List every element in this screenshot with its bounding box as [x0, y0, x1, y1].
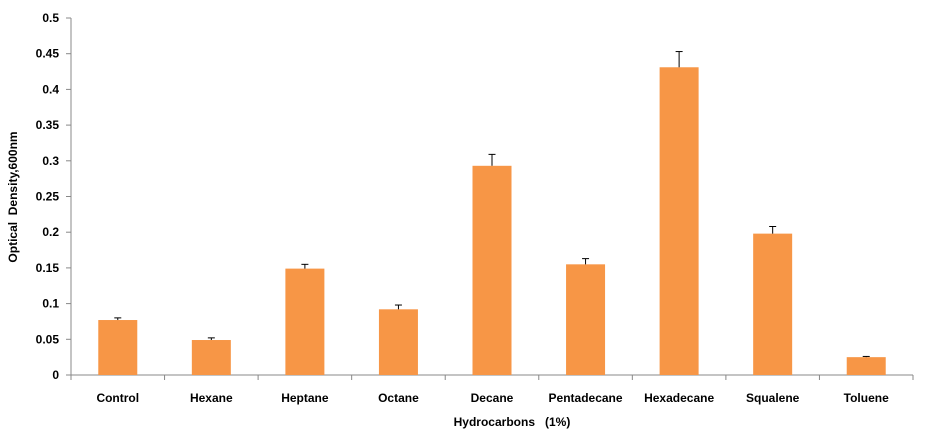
bar-toluene: [846, 357, 886, 375]
x-tick-label: Hexane: [190, 391, 233, 405]
y-tick-label: 0.3: [42, 154, 59, 168]
x-tick-label: Decane: [471, 391, 514, 405]
y-tick-label: 0.35: [36, 118, 60, 132]
bar-control: [98, 320, 138, 375]
y-tick-label: 0.4: [42, 82, 59, 96]
x-tick-label: Squalene: [746, 391, 800, 405]
bar-heptane: [285, 268, 325, 375]
y-tick-label: 0: [52, 368, 59, 382]
bar-decane: [472, 165, 512, 375]
x-tick-label: Hexadecane: [644, 391, 714, 405]
x-tick-labels: Control Hexane Heptane Octane Decane Pentadec…: [96, 391, 889, 405]
x-axis-label: Hydrocarbons (1%): [454, 415, 571, 429]
y-tick-label: 0.45: [36, 47, 60, 61]
y-tick-label: 0.05: [36, 332, 60, 346]
x-tick-label: Heptane: [281, 391, 329, 405]
bar-hexane: [191, 340, 231, 375]
x-tick-label: Toluene: [844, 391, 889, 405]
y-tick-label: 0.5: [42, 11, 59, 25]
bar-octane: [378, 309, 418, 375]
y-tick-label: 0.1: [42, 297, 59, 311]
chart-bars: [98, 51, 886, 376]
y-tick-label: 0.2: [42, 225, 59, 239]
bar-squalene: [753, 233, 793, 375]
y-tick-label: 0.15: [36, 261, 60, 275]
bar-hexadecane: [659, 67, 699, 376]
x-tick-label: Pentadecane: [549, 391, 623, 405]
y-tick-labels: 0 0.05 0.1 0.15 0.2 0.25 0.3 0.35 0.4 0.45 0.5: [36, 11, 60, 382]
y-tick-label: 0.25: [36, 190, 60, 204]
bar-pentadecane: [566, 264, 606, 375]
y-axis-label: Optical Density,600nm: [6, 131, 20, 262]
x-tick-label: Octane: [378, 391, 419, 405]
x-tick-label: Control: [96, 391, 139, 405]
